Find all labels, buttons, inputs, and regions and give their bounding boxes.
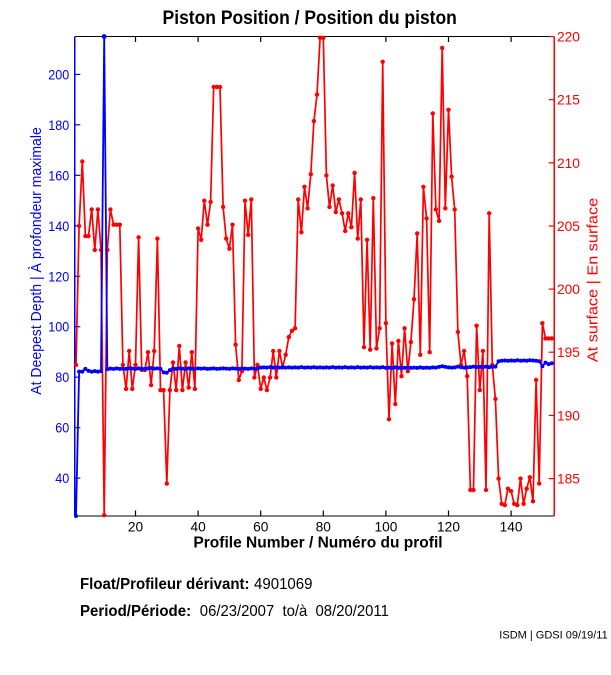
svg-text:120: 120 — [437, 518, 460, 534]
svg-text:Float/Profileur dérivant:: Float/Profileur dérivant: — [80, 576, 250, 594]
svg-text:190: 190 — [557, 407, 580, 423]
svg-text:140: 140 — [500, 518, 523, 534]
svg-text:120: 120 — [48, 269, 69, 285]
svg-text:185: 185 — [557, 470, 580, 486]
svg-text:160: 160 — [48, 168, 69, 184]
svg-text:205: 205 — [557, 218, 580, 234]
svg-text:Period/Période:: Period/Période: — [80, 602, 191, 620]
svg-text:4901069: 4901069 — [254, 576, 313, 594]
svg-text:20: 20 — [128, 518, 144, 534]
svg-text:60: 60 — [253, 518, 269, 534]
svg-text:200: 200 — [557, 281, 580, 297]
svg-text:195: 195 — [557, 344, 580, 360]
svg-text:Profile Number / Numéro du pro: Profile Number / Numéro du profil — [193, 534, 442, 551]
svg-text:Piston Position / Position du: Piston Position / Position du piston — [163, 6, 457, 28]
svg-text:At surface | En surface: At surface | En surface — [585, 198, 601, 362]
svg-text:100: 100 — [48, 319, 69, 335]
svg-text:ISDM | GDSI 09/19/11: ISDM | GDSI 09/19/11 — [499, 630, 607, 642]
svg-text:40: 40 — [55, 471, 69, 487]
svg-text:180: 180 — [48, 117, 69, 133]
svg-text:200: 200 — [48, 67, 69, 83]
svg-text:220: 220 — [557, 28, 580, 44]
svg-text:40: 40 — [190, 518, 206, 534]
svg-text:80: 80 — [55, 370, 69, 386]
svg-text:140: 140 — [48, 218, 69, 234]
svg-text:210: 210 — [557, 155, 580, 171]
svg-text:100: 100 — [374, 518, 397, 534]
svg-text:215: 215 — [557, 92, 580, 108]
svg-text:At Deepest Depth | À profondeu: At Deepest Depth | À profondeur maximale — [28, 127, 45, 395]
svg-text:06/23/2007 to/à 08/20/2011: 06/23/2007 to/à 08/20/2011 — [200, 602, 389, 620]
svg-text:60: 60 — [55, 420, 69, 436]
svg-text:80: 80 — [316, 518, 332, 534]
